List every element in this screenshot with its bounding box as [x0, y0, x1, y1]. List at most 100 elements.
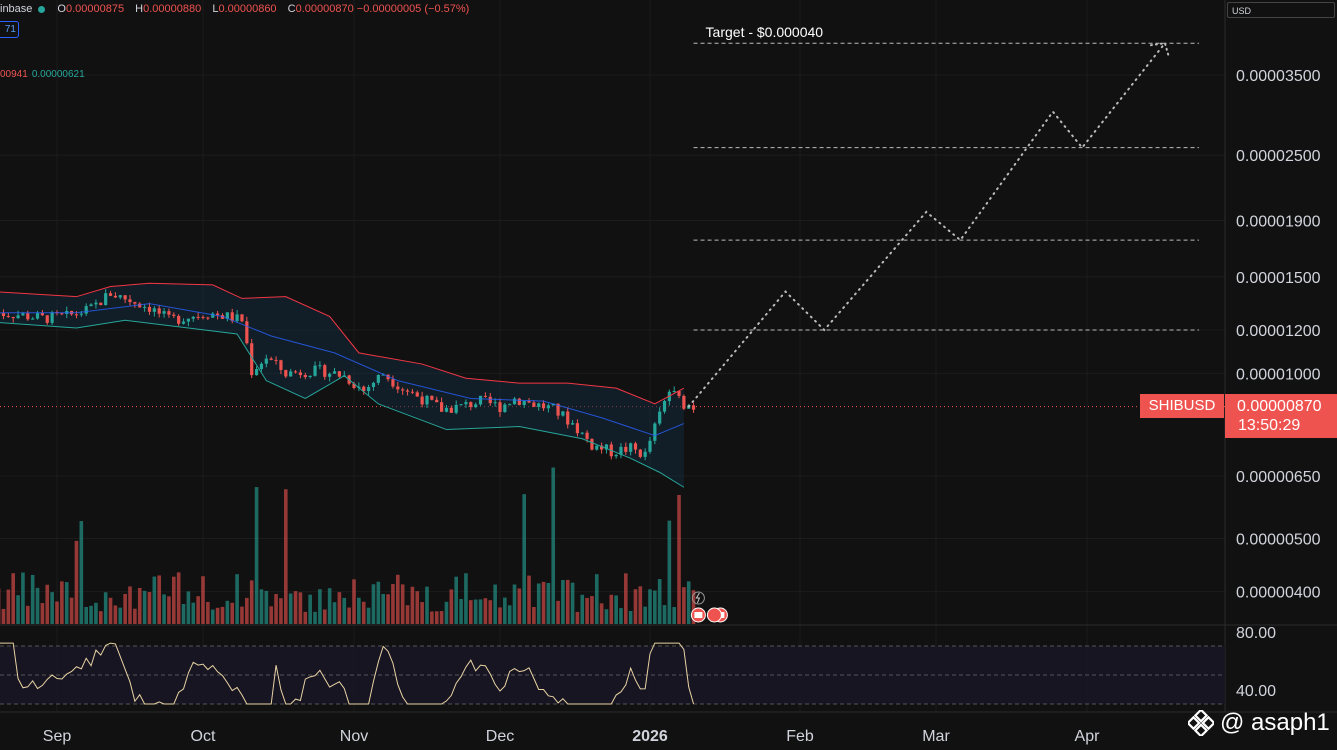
market-status-icon — [38, 5, 46, 13]
volume-bar — [609, 594, 614, 624]
volume-bar — [123, 593, 127, 624]
candle-body — [575, 423, 580, 434]
high-key: H — [135, 3, 144, 15]
candle-body — [658, 411, 662, 424]
volume-bar — [215, 607, 220, 624]
candle-body — [410, 391, 414, 393]
bar-countdown: 13:50:29 — [1238, 417, 1301, 434]
volume-bar — [633, 589, 638, 624]
volume-bar — [352, 579, 356, 624]
candle-body — [113, 295, 117, 298]
candle-body — [469, 402, 473, 408]
candle-body — [79, 313, 83, 315]
candle-body — [201, 316, 205, 318]
currency-selector[interactable]: USD — [1227, 2, 1335, 18]
bollinger-lines — [0, 282, 685, 488]
candle-body — [633, 443, 638, 450]
candle-body — [94, 302, 98, 305]
time-tick-label: Nov — [340, 728, 368, 745]
chart-event-icons[interactable] — [690, 591, 728, 623]
candle-body — [50, 312, 54, 323]
candle-body — [45, 315, 49, 323]
price-tick-label: 0.00001500 — [1236, 270, 1321, 287]
projection-path — [687, 42, 1170, 408]
candle-body — [323, 365, 327, 377]
volume-bar — [235, 574, 239, 624]
candle-body — [133, 302, 137, 304]
time-tick-label: Dec — [486, 728, 514, 745]
candle-body — [580, 432, 584, 434]
bollinger-lower-line — [0, 319, 685, 488]
volume-bar — [434, 611, 439, 624]
candle-body — [425, 395, 429, 405]
bollinger-upper-line — [0, 282, 685, 405]
volume-bar — [361, 601, 366, 624]
volume-bar — [396, 574, 400, 624]
author-watermark: @ asaph1 — [1188, 709, 1330, 737]
candle-body — [104, 293, 108, 306]
candle-body — [638, 449, 642, 457]
bb-upper-value: 00941 — [0, 69, 28, 80]
volume-bar — [565, 579, 570, 624]
candle-body — [264, 358, 268, 364]
candle-body — [157, 308, 161, 314]
indicator-badge[interactable]: 71 — [0, 21, 19, 38]
volume-bar — [599, 603, 604, 624]
volume-bar — [473, 599, 478, 624]
volume-bar — [381, 593, 385, 624]
volume-bar — [628, 611, 633, 624]
bollinger-basis-line — [0, 303, 685, 437]
volume-bar — [691, 590, 696, 624]
rsi-tick-label: 40.00 — [1236, 683, 1276, 700]
volume-bar — [118, 607, 123, 624]
candle-body — [230, 312, 234, 321]
candle-body — [376, 374, 380, 383]
volume-bar — [225, 600, 230, 624]
volume-bar — [74, 540, 79, 624]
volume-bar — [313, 611, 317, 624]
volume-bar — [288, 593, 293, 624]
volume-bar — [1, 608, 6, 624]
candle-body — [595, 445, 599, 450]
candle-body — [430, 395, 434, 400]
price-tick-label: 0.00003500 — [1236, 68, 1321, 85]
candle-body — [391, 379, 395, 387]
candle-body — [328, 373, 332, 377]
volume-bar — [30, 574, 35, 624]
volume-bar — [220, 606, 225, 624]
volume-bar — [488, 600, 493, 624]
volume-bar — [570, 582, 575, 624]
close-value: 0.00000870 — [295, 3, 354, 15]
candle-body — [143, 306, 147, 308]
time-tick-label: Sep — [43, 728, 72, 745]
projection-arrowhead — [1149, 42, 1170, 59]
candle-body — [551, 403, 555, 406]
candle-body — [337, 371, 341, 377]
volume-bar — [284, 489, 288, 624]
time-tick-label: Feb — [786, 728, 814, 745]
candle-body — [318, 365, 322, 367]
volume-bar — [527, 575, 531, 624]
candle-body — [308, 375, 312, 378]
volume-bar — [142, 590, 147, 624]
candle-body — [566, 411, 570, 425]
candle-body — [420, 396, 424, 405]
candle-body — [74, 314, 79, 316]
volume-bar — [254, 487, 259, 624]
volume-bar — [108, 597, 113, 624]
candle-body — [6, 316, 10, 318]
candle-body — [303, 375, 307, 378]
candle-body — [138, 303, 142, 308]
candle-body — [691, 405, 696, 410]
volume-bar — [464, 573, 468, 624]
candle-body — [371, 382, 376, 388]
candle-body — [483, 395, 487, 397]
volume-bar — [469, 600, 473, 624]
axis-labels: Sep Oct Nov Dec 2026 Feb Mar Apr 0.00003500 0.000… — [43, 68, 1321, 745]
candle-body — [211, 313, 215, 318]
volume-bar — [391, 583, 395, 624]
volume-bar — [16, 595, 20, 624]
volume-bar — [536, 583, 541, 624]
volume-bar — [507, 605, 512, 624]
